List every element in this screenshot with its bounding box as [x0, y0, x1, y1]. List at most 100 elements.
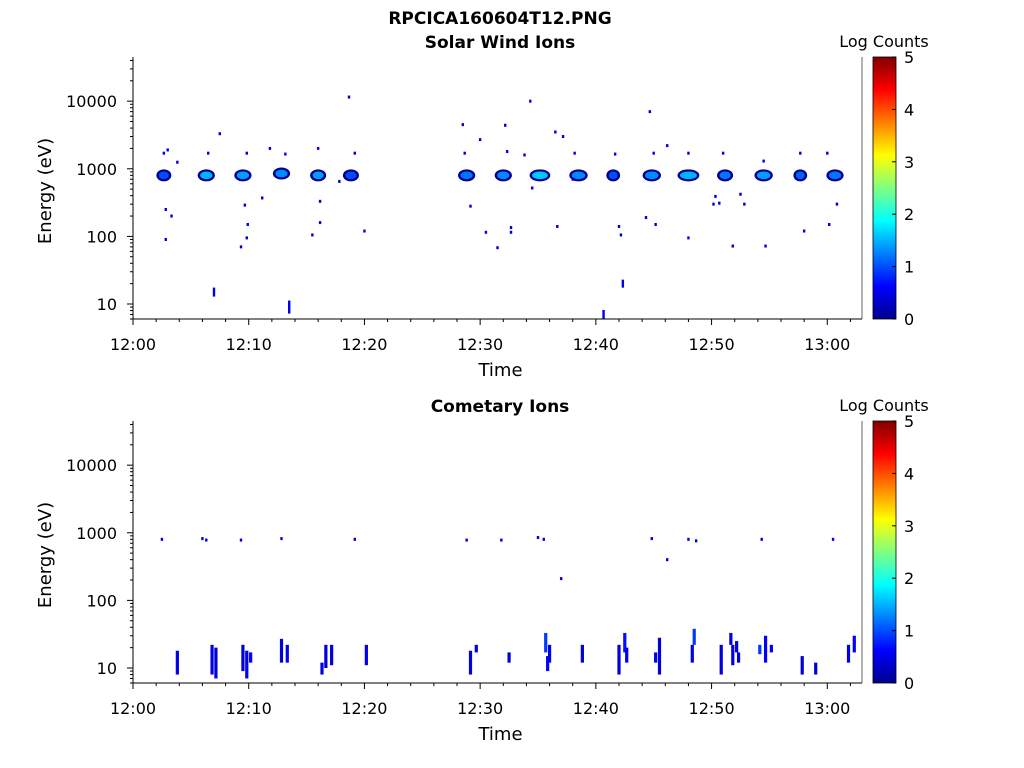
data-point — [714, 194, 717, 198]
data-point — [687, 537, 690, 541]
data-blob — [158, 171, 169, 180]
data-point — [288, 300, 291, 314]
panel-title: Cometary Ions — [431, 397, 570, 417]
data-point — [347, 95, 351, 99]
x-tick-label: 12:10 — [226, 335, 272, 354]
data-point — [461, 123, 464, 127]
x-tick-label: 12:40 — [573, 335, 619, 354]
data-point — [826, 151, 829, 155]
data-point — [739, 192, 742, 196]
data-column — [769, 644, 773, 653]
data-point — [284, 152, 287, 156]
colorbar-tick-label: 2 — [904, 205, 914, 224]
data-blob — [200, 171, 213, 180]
colorbar-tick-label: 3 — [904, 153, 914, 172]
data-point — [762, 159, 765, 163]
colorbar-tick-label: 4 — [904, 464, 914, 483]
data-point — [316, 146, 320, 150]
data-column — [736, 652, 741, 663]
x-axis-label: Time — [477, 724, 522, 745]
colorbar-tick-label: 0 — [904, 674, 914, 693]
data-column — [625, 647, 629, 663]
data-point — [463, 151, 466, 155]
data-column — [657, 637, 662, 675]
colorbar-tick-label: 1 — [904, 622, 914, 641]
data-blob — [312, 171, 324, 180]
colorbar-label: Log Counts — [839, 396, 929, 415]
data-blob — [719, 171, 731, 180]
data-column — [364, 644, 368, 666]
y-tick-label: 1000 — [76, 160, 117, 179]
x-tick-label: 12:30 — [457, 699, 503, 718]
data-point — [666, 144, 669, 148]
data-point — [500, 538, 503, 542]
data-point — [160, 537, 164, 541]
x-axis-label: Time — [477, 360, 522, 381]
data-point — [218, 132, 221, 136]
data-point — [523, 153, 526, 157]
data-point — [353, 151, 356, 155]
x-tick-label: 12:50 — [689, 699, 735, 718]
plot-area — [133, 57, 862, 319]
figure-title: RPCICA160604T12.PNG — [388, 9, 611, 29]
data-column — [690, 644, 694, 663]
data-point — [554, 130, 557, 134]
data-column — [758, 644, 762, 655]
data-point — [529, 99, 532, 103]
data-point — [828, 222, 831, 226]
data-point — [243, 203, 247, 207]
data-point — [764, 244, 767, 248]
data-point — [496, 246, 499, 250]
data-point — [245, 151, 248, 155]
x-tick-label: 13:00 — [804, 335, 850, 354]
data-column — [731, 644, 735, 666]
data-point — [644, 216, 648, 220]
data-point — [504, 123, 507, 127]
data-point — [164, 237, 167, 241]
data-point — [652, 151, 655, 155]
data-point — [542, 537, 545, 541]
data-blob — [460, 171, 473, 180]
data-column — [249, 652, 253, 663]
data-column — [468, 650, 473, 675]
data-column — [654, 652, 658, 663]
data-point — [687, 151, 690, 155]
data-point — [648, 110, 652, 114]
y-tick-label: 1000 — [76, 524, 117, 543]
data-column — [324, 644, 328, 669]
data-point — [201, 537, 204, 541]
data-point — [353, 537, 356, 541]
data-point — [602, 309, 605, 319]
colorbar — [872, 420, 897, 684]
data-column — [320, 662, 324, 675]
data-point — [509, 230, 513, 234]
data-point — [650, 537, 653, 541]
data-column — [617, 644, 621, 675]
data-column — [735, 641, 739, 653]
data-blob — [645, 171, 659, 180]
data-point — [212, 287, 216, 297]
data-point — [556, 225, 559, 229]
data-point — [573, 151, 576, 155]
x-tick-label: 12:20 — [341, 335, 387, 354]
colorbar-tick-label: 1 — [904, 258, 914, 277]
data-point — [619, 233, 623, 237]
data-column — [547, 644, 552, 663]
data-point — [666, 558, 669, 562]
colorbar — [872, 56, 897, 320]
data-column — [474, 644, 478, 653]
data-point — [318, 221, 322, 225]
y-tick-label: 100 — [86, 591, 117, 610]
panel-title: Solar Wind Ions — [425, 33, 576, 53]
data-blob — [679, 171, 697, 180]
x-tick-label: 12:00 — [110, 335, 156, 354]
y-tick-label: 10000 — [66, 92, 117, 111]
data-point — [721, 151, 725, 155]
data-point — [465, 538, 468, 542]
data-point — [311, 233, 314, 237]
data-point — [621, 279, 625, 288]
y-tick-label: 10 — [97, 295, 117, 314]
